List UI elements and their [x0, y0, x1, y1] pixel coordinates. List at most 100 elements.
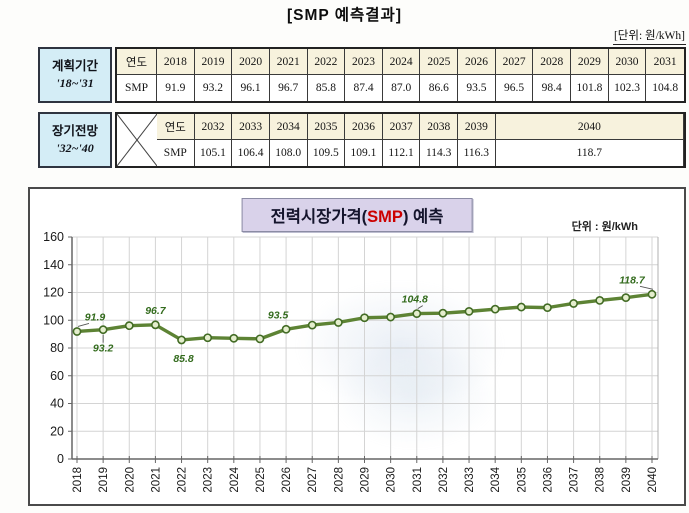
smp-value-cell: 91.9: [157, 75, 195, 101]
year-cell: 2022: [307, 49, 346, 75]
data-point-marker: [229, 333, 239, 343]
y-tick-label: 120: [43, 286, 64, 300]
data-point-marker: [595, 296, 605, 305]
section-label-line1: 계획기간: [51, 59, 98, 74]
year-cell: 2038: [420, 114, 458, 140]
data-point-marker: [569, 299, 578, 308]
data-point-marker: [386, 312, 396, 322]
data-point-marker: [360, 313, 369, 323]
year-cell: 2039: [458, 114, 496, 140]
smp-value-cell: 106.4: [232, 140, 270, 166]
year-cell: 2021: [269, 49, 308, 75]
x-tick-label: 2018: [72, 467, 84, 493]
label-leader: [639, 285, 654, 290]
smp-value-cell: 109.1: [345, 140, 383, 166]
section-label-plan-period: 계획기간 '18~'31: [38, 47, 112, 103]
smp-value-cell: 109.5: [307, 140, 346, 166]
section-label-long-term: 장기전망 '32~'40: [38, 112, 112, 168]
chart-title-accent: SMP: [367, 208, 403, 226]
section-label-line2: '18~'31: [56, 76, 94, 91]
y-tick-label: 140: [43, 258, 64, 272]
year-cell: 2026: [458, 49, 496, 75]
x-tick-label: 2040: [647, 467, 659, 493]
data-point-label: 93.5: [268, 309, 289, 321]
year-cell: 2024: [382, 49, 421, 75]
year-cell: 2032: [194, 114, 233, 140]
data-point-marker: [412, 309, 422, 318]
smp-value-cell: 116.3: [458, 140, 496, 166]
data-point-marker: [490, 304, 500, 314]
smp-value-cell: 96.1: [232, 75, 270, 101]
x-tick-label: 2034: [490, 466, 502, 492]
y-tick-label: 20: [50, 424, 64, 438]
chart-title-text: 전력시장가격(: [270, 208, 368, 226]
chart-frame: 전력시장가격(SMP) 예측 단위 : 원/kWh 0 20 40 60 80 100 12…: [28, 187, 686, 506]
year-cell: 2027: [495, 49, 534, 75]
chart-title: 전력시장가격(SMP) 예측: [241, 198, 473, 232]
x-tick-label: 2030: [386, 467, 398, 493]
smp-value-cell: 112.1: [382, 140, 421, 166]
data-point-marker: [124, 321, 134, 331]
section-label-line2: '32~'40: [56, 141, 94, 156]
smp-value-cell: 101.8: [571, 75, 609, 101]
year-cell: 2034: [269, 114, 308, 140]
data-point-label: 85.8: [173, 353, 194, 365]
data-point-label: 118.7: [619, 274, 646, 286]
row-header-year: 연도: [117, 49, 157, 75]
data-point-label: 93.2: [93, 343, 114, 355]
y-tick-label: 40: [50, 397, 64, 411]
smp-value-cell: 104.8: [646, 75, 684, 101]
x-tick-label: 2032: [438, 467, 450, 493]
row-header-smp: SMP: [117, 75, 157, 101]
year-cell: 2020: [232, 49, 270, 75]
year-cell: 2037: [382, 114, 421, 140]
year-cell: 2035: [307, 114, 346, 140]
data-point-marker: [333, 318, 343, 327]
year-cell: 2030: [608, 49, 647, 75]
smp-value-cell: 96.7: [269, 75, 308, 101]
x-tick-label: 2021: [150, 467, 162, 493]
row-header-smp: SMP: [157, 140, 195, 166]
year-cell: 2029: [571, 49, 609, 75]
year-cell: 2023: [345, 49, 383, 75]
x-tick-label: 2037: [569, 467, 581, 493]
y-tick-label: 160: [43, 230, 64, 244]
y-tick-label: 0: [57, 452, 64, 466]
year-cell: 2018: [157, 49, 195, 75]
data-point-marker: [203, 333, 213, 343]
x-tick-label: 2028: [333, 467, 345, 493]
unit-note: [단위: 원/kWh]: [612, 27, 686, 45]
year-cell: 2025: [420, 49, 459, 75]
data-point-marker: [647, 289, 657, 299]
y-tick-label: 80: [50, 341, 64, 355]
chart-unit-label: 단위 : 원/kWh: [571, 221, 638, 233]
data-point-marker: [464, 306, 474, 316]
x-tick-label: 2035: [516, 467, 528, 493]
section-label-line1: 장기전망: [51, 124, 98, 139]
row-header-year: 연도: [157, 114, 195, 140]
smp-value-cell: 93.2: [194, 75, 233, 101]
smp-table-2018-2031: 연도 2018 2019 2020 2021 2022 2023 2024 2025 2026 20…: [115, 47, 686, 103]
x-tick-label: 2029: [360, 467, 372, 493]
y-tick-label: 60: [50, 369, 64, 383]
y-tick-label: 100: [43, 313, 64, 327]
smp-value-cell: 96.5: [495, 75, 534, 101]
x-tick-label: 2023: [203, 467, 215, 493]
data-point-marker: [621, 293, 631, 303]
smp-value-cell: 93.5: [458, 75, 496, 101]
x-tick-label: 2038: [595, 467, 607, 493]
data-point-marker: [516, 302, 526, 312]
data-point-marker: [438, 308, 448, 318]
data-point-marker: [98, 325, 108, 335]
year-cell: 2036: [345, 114, 383, 140]
smp-value-cell: 86.6: [420, 75, 459, 101]
data-point-label: 96.7: [145, 305, 167, 317]
data-point-marker: [307, 320, 317, 330]
x-tick-label: 2024: [229, 466, 241, 492]
x-tick-label: 2031: [412, 467, 424, 493]
data-point-marker: [177, 335, 186, 345]
x-tick-label: 2020: [124, 467, 136, 493]
smp-value-cell: 87.4: [345, 75, 383, 101]
smp-value-cell: 105.1: [194, 140, 233, 166]
